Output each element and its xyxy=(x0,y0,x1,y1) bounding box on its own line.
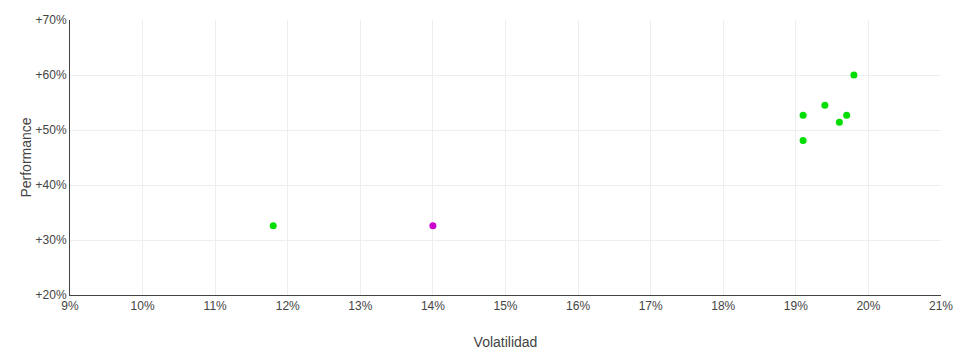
svg-text:12%: 12% xyxy=(276,299,300,313)
svg-text:+70%: +70% xyxy=(36,13,67,27)
svg-text:17%: 17% xyxy=(639,299,663,313)
svg-text:16%: 16% xyxy=(566,299,590,313)
svg-text:+20%: +20% xyxy=(36,288,67,302)
svg-text:15%: 15% xyxy=(493,299,517,313)
svg-text:Performance: Performance xyxy=(18,117,34,197)
svg-text:11%: 11% xyxy=(204,299,227,313)
svg-text:+30%: +30% xyxy=(36,233,67,247)
svg-text:Volatilidad: Volatilidad xyxy=(474,334,538,350)
svg-text:14%: 14% xyxy=(421,299,445,313)
svg-text:9%: 9% xyxy=(61,299,79,313)
svg-text:19%: 19% xyxy=(784,299,808,313)
svg-text:18%: 18% xyxy=(711,299,735,313)
svg-text:+60%: +60% xyxy=(36,68,67,82)
svg-text:21%: 21% xyxy=(929,299,953,313)
svg-text:+50%: +50% xyxy=(36,123,67,137)
svg-text:10%: 10% xyxy=(131,299,155,313)
svg-text:+40%: +40% xyxy=(36,178,67,192)
svg-text:13%: 13% xyxy=(348,299,372,313)
svg-text:20%: 20% xyxy=(856,299,880,313)
